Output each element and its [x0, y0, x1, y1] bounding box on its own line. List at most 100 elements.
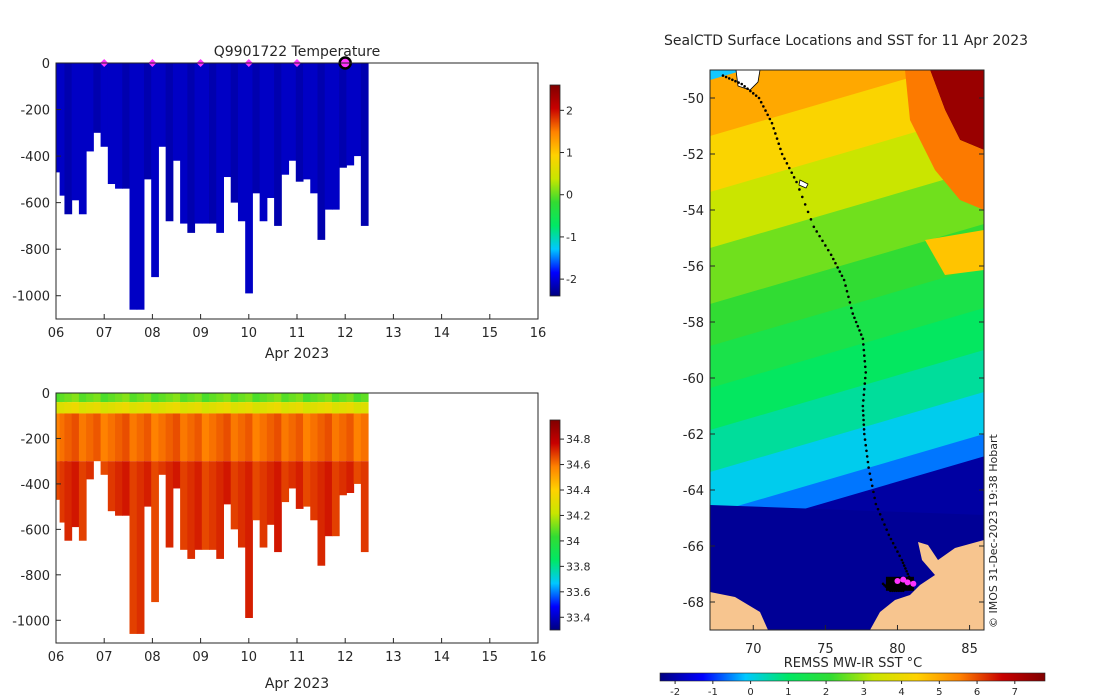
temperature-profile-column: [288, 63, 297, 161]
salinity-profiles: [56, 393, 369, 634]
salinity-profile-cell: [187, 402, 196, 414]
map-y-tick-label: -50: [683, 92, 704, 107]
salinity-profile-cell: [360, 402, 369, 414]
salinity-profile-cell: [360, 393, 369, 403]
sst-colorbar-tick-label: 6: [974, 687, 980, 698]
track-point: [757, 96, 761, 100]
track-point: [826, 248, 830, 252]
temperature-colorbar-tick-label: 0: [566, 189, 573, 202]
track-point: [858, 329, 861, 332]
temperature-profile-column: [259, 63, 268, 222]
track-point: [806, 210, 810, 214]
track-point: [766, 113, 769, 117]
salinity-profile-cell: [259, 413, 268, 462]
salinity-profile-cell: [274, 413, 282, 462]
map-y-tick-label: -64: [683, 484, 704, 499]
salinity-profile-cell: [339, 413, 347, 462]
track-point: [845, 289, 849, 293]
temperature-colorbar-tick-label: 1: [566, 147, 573, 160]
map-y-tick-label: -58: [683, 316, 704, 331]
salinity-x-tick-label: 13: [385, 650, 402, 665]
salinity-profile-cell: [180, 413, 188, 462]
temperature-profile-column: [252, 63, 261, 194]
salinity-profile-cell: [274, 461, 282, 553]
salinity-profile-cell: [288, 461, 297, 489]
map-x-tick-label: 75: [817, 642, 834, 657]
track-point: [842, 278, 846, 282]
track-point: [754, 94, 758, 97]
salinity-profile-cell: [129, 413, 138, 462]
sst-warm-patch: [925, 230, 984, 275]
salinity-profile-cell: [303, 413, 311, 462]
track-point: [891, 541, 895, 545]
salinity-profile-cell: [274, 402, 282, 414]
temperature-x-tick-label: 12: [337, 326, 354, 341]
salinity-profile-cell: [266, 413, 275, 462]
sst-colorbar-tick-label: 7: [1012, 687, 1018, 698]
track-point: [881, 582, 885, 586]
salinity-profile-cell: [100, 393, 109, 403]
salinity-profile-cell: [252, 461, 261, 521]
salinity-profile-cell: [180, 461, 188, 550]
track-point: [876, 507, 880, 511]
salinity-profile-cell: [187, 393, 196, 403]
track-point: [863, 432, 866, 436]
map-y-tick-label: -60: [683, 372, 704, 387]
salinity-profile-cell: [288, 402, 297, 414]
track-point: [844, 284, 847, 287]
temperature-x-tick-label: 07: [96, 326, 113, 341]
salinity-profile-cell: [115, 402, 123, 414]
track-point: [818, 234, 821, 238]
salinity-profile-cell: [71, 402, 80, 414]
salinity-profile-cell: [151, 402, 159, 414]
salinity-profile-cell: [187, 461, 196, 559]
salinity-profile-cell: [310, 393, 318, 403]
track-point: [887, 533, 891, 537]
salinity-profile-cell: [237, 393, 246, 403]
salinity-profile-cell: [59, 402, 68, 414]
temperature-profile-column: [86, 63, 94, 152]
sst-colorbar: [659, 672, 1046, 682]
sst-warm-patch: [930, 70, 984, 150]
salinity-profile-cell: [331, 393, 340, 403]
salinity-profile-cell: [339, 461, 347, 496]
track-point: [864, 371, 868, 374]
track-point: [832, 257, 835, 261]
salinity-profile-cell: [339, 402, 347, 414]
track-point: [863, 387, 866, 391]
salinity-profile-cell: [339, 393, 347, 403]
track-point: [863, 382, 867, 385]
recent-fix: [910, 580, 917, 587]
track-point: [867, 466, 870, 469]
track-point: [861, 409, 865, 412]
temperature-profile-column: [158, 63, 167, 147]
salinity-profile-cell: [158, 413, 167, 462]
salinity-profile-cell: [288, 413, 297, 462]
salinity-profile-cell: [100, 402, 109, 414]
salinity-x-tick-label: 07: [96, 650, 113, 665]
salinity-profile-cell: [295, 402, 304, 414]
salinity-profile-cell: [158, 402, 167, 414]
salinity-profile-cell: [317, 461, 326, 566]
salinity-profile-cell: [295, 461, 304, 509]
salinity-profile-cell: [230, 461, 239, 530]
salinity-profile-cell: [122, 413, 131, 462]
track-point: [864, 443, 868, 447]
recent-fix: [900, 576, 907, 583]
salinity-profile-cell: [353, 413, 362, 462]
salinity-profile-cell: [78, 402, 87, 414]
track-point: [770, 121, 774, 125]
temperature-profile-column: [201, 63, 210, 224]
temperature-profile-column: [339, 63, 347, 168]
salinity-profile-cell: [107, 461, 116, 512]
temperature-profile-column: [324, 63, 333, 210]
salinity-profile-cell: [310, 461, 318, 521]
track-point: [812, 225, 816, 229]
temperature-profile-column: [59, 63, 68, 196]
track-point: [759, 100, 763, 104]
salinity-profile-cell: [295, 393, 304, 403]
track-point: [862, 418, 865, 422]
salinity-profile-cell: [143, 402, 152, 414]
temperature-profile-column: [223, 63, 232, 178]
salinity-x-tick-label: 12: [337, 650, 354, 665]
